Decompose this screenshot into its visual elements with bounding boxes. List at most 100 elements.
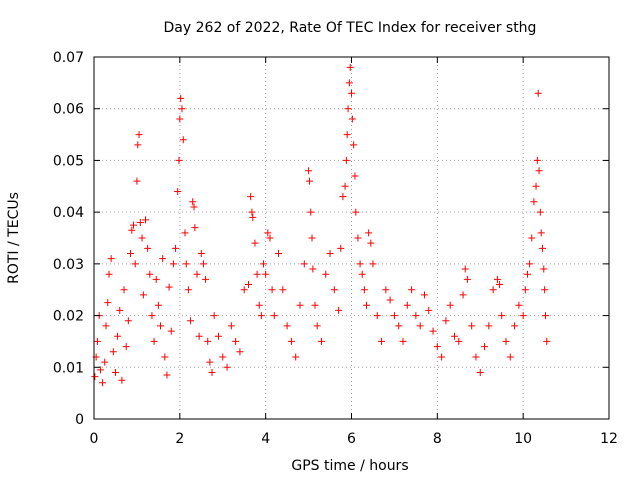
roti-point: [476, 368, 484, 376]
roti-point: [536, 208, 544, 216]
roti-point: [538, 244, 546, 252]
roti-point: [142, 216, 149, 224]
roti-point: [386, 296, 394, 304]
roti-point: [133, 177, 141, 185]
roti-point: [182, 260, 190, 268]
roti-point: [154, 301, 162, 309]
roti-point: [107, 255, 115, 263]
roti-point: [382, 286, 390, 294]
y-tick-label: 0: [75, 412, 84, 428]
roti-point: [533, 156, 541, 164]
roti-point: [165, 283, 173, 291]
y-tick-labels: 0 0.01 0.02 0.03 0.04 0.05 0.06 0.07: [53, 50, 84, 428]
roti-point: [270, 312, 278, 320]
roti-point: [93, 337, 101, 345]
roti-point: [337, 244, 345, 252]
roti-point: [351, 172, 359, 180]
x-tick-label: 0: [90, 431, 99, 447]
x-tick-label: 6: [347, 431, 356, 447]
roti-point: [204, 337, 212, 345]
roti-point: [197, 250, 205, 258]
roti-point: [541, 286, 549, 294]
roti-point: [179, 136, 187, 144]
roti-point: [262, 270, 270, 278]
roti-point: [296, 301, 304, 309]
roti-point: [124, 317, 132, 325]
x-tick-label: 2: [175, 431, 184, 447]
roti-point: [537, 229, 545, 237]
roti-point: [416, 322, 424, 330]
roti-point: [249, 213, 257, 221]
roti-point: [330, 286, 338, 294]
roti-point: [264, 229, 272, 237]
y-tick-label: 0.06: [53, 102, 84, 118]
roti-point: [420, 291, 428, 299]
roti-point: [227, 322, 235, 330]
roti-point: [446, 301, 454, 309]
roti-point: [163, 371, 171, 379]
roti-point: [199, 260, 207, 268]
roti-point: [172, 244, 180, 252]
roti-point: [114, 332, 122, 340]
roti-point: [184, 286, 192, 294]
roti-point: [408, 286, 416, 294]
roti-point: [335, 306, 343, 314]
roti-point: [311, 301, 319, 309]
roti-point: [139, 291, 147, 299]
roti-point: [498, 312, 506, 320]
roti-point: [412, 312, 420, 320]
roti-point: [305, 167, 313, 175]
roti-point: [532, 182, 540, 190]
roti-point: [150, 337, 158, 345]
roti-point: [99, 379, 107, 387]
roti-point: [208, 368, 216, 376]
roti-point: [308, 234, 316, 242]
roti-point: [214, 332, 222, 340]
roti-point: [502, 337, 510, 345]
roti-point: [136, 218, 144, 226]
y-tick-label: 0.07: [53, 50, 84, 66]
roti-point: [96, 366, 104, 374]
roti-point: [219, 353, 227, 361]
roti-point: [126, 250, 134, 258]
roti-point: [363, 301, 371, 309]
roti-point: [350, 141, 358, 149]
roti-point: [313, 322, 321, 330]
roti-point: [348, 89, 355, 97]
roti-point: [191, 224, 199, 232]
roti-point: [181, 229, 189, 237]
roti-point: [343, 131, 351, 139]
roti-point: [395, 322, 403, 330]
roti-point: [128, 226, 136, 234]
roti-point: [399, 337, 407, 345]
roti-point: [429, 327, 437, 335]
roti-point: [345, 79, 353, 87]
roti-point: [523, 270, 531, 278]
roti-point: [543, 337, 551, 345]
roti-point: [341, 182, 349, 190]
roti-point: [403, 301, 411, 309]
roti-point: [135, 131, 143, 139]
roti-point: [535, 167, 543, 175]
roti-point: [260, 260, 268, 268]
roti-point: [356, 260, 364, 268]
roti-point: [138, 234, 146, 242]
roti-point: [187, 317, 195, 325]
roti-point: [365, 229, 373, 237]
roti-point: [159, 255, 167, 263]
y-tick-label: 0.05: [53, 153, 84, 169]
roti-point: [232, 337, 240, 345]
roti-point: [169, 260, 177, 268]
roti-point: [178, 105, 186, 113]
roti-point: [493, 275, 501, 283]
roti-point: [472, 353, 480, 361]
roti-point: [489, 286, 497, 294]
roti-point: [378, 337, 386, 345]
roti-point: [390, 312, 398, 320]
roti-point: [511, 322, 519, 330]
roti-point: [105, 270, 113, 278]
roti-point: [248, 208, 256, 216]
roti-point: [425, 306, 433, 314]
roti-point: [148, 312, 156, 320]
roti-point: [358, 270, 366, 278]
